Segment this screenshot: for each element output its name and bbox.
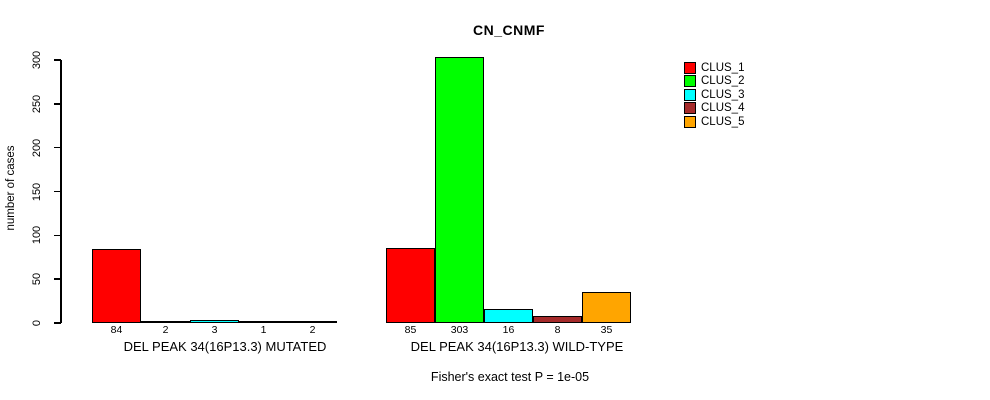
- bar-value-label: 303: [450, 324, 469, 336]
- legend-entry: CLUS_2: [684, 75, 744, 89]
- y-axis-tick: [54, 59, 61, 61]
- group-label-wild-type: DEL PEAK 34(16P13.3) WILD-TYPE: [410, 339, 624, 354]
- legend-entry: CLUS_1: [684, 61, 744, 75]
- bar-clus_2: [141, 321, 190, 323]
- y-axis-tick: [54, 322, 61, 324]
- y-axis-tick: [54, 278, 61, 280]
- chart-title: CN_CNMF: [473, 22, 545, 38]
- bar-clus_4: [533, 315, 582, 323]
- y-axis-tick-label: 200: [31, 138, 43, 157]
- bar-clus_4: [239, 321, 288, 323]
- y-axis-tick-label: 50: [31, 273, 43, 286]
- bar-value-label: 16: [502, 324, 515, 336]
- legend-swatch-clus_2: [684, 75, 696, 88]
- bar-clus_3: [190, 320, 239, 323]
- bar-value-label: 1: [260, 324, 267, 336]
- bar-clus_3: [484, 308, 533, 323]
- legend: CLUS_1 CLUS_2 CLUS_3 CLUS_4 CLUS_5: [684, 61, 744, 129]
- legend-label: CLUS_2: [701, 75, 745, 88]
- legend-label: CLUS_3: [701, 88, 745, 101]
- bar-value-label: 85: [404, 324, 417, 336]
- y-axis-tick-label: 250: [31, 94, 43, 114]
- bar-value-label: 2: [309, 324, 316, 336]
- legend-swatch-clus_1: [684, 61, 696, 74]
- y-axis-tick-label: 0: [31, 319, 43, 327]
- legend-swatch-clus_4: [684, 102, 696, 115]
- legend-swatch-clus_3: [684, 88, 696, 101]
- y-axis-tick: [54, 234, 61, 237]
- y-axis-tick: [54, 103, 61, 105]
- legend-label: CLUS_4: [701, 102, 745, 115]
- legend-label: CLUS_5: [701, 115, 745, 128]
- legend-entry: CLUS_4: [684, 102, 744, 116]
- bar-value-label: 2: [162, 324, 169, 336]
- legend-entry: CLUS_5: [684, 115, 744, 129]
- bar-clus_2: [435, 57, 484, 323]
- y-axis-tick-label: 100: [31, 226, 43, 245]
- bar-clus_5: [288, 321, 337, 323]
- y-axis-tick-label: 300: [31, 50, 43, 70]
- bar-value-label: 8: [554, 324, 561, 336]
- bar-clus_5: [582, 292, 631, 323]
- fisher-test-note: Fisher's exact test P = 1e-05: [430, 370, 590, 384]
- legend-label: CLUS_1: [701, 61, 745, 74]
- y-axis-tick: [54, 190, 61, 193]
- group-label-mutated: DEL PEAK 34(16P13.3) MUTATED: [123, 339, 327, 354]
- y-axis-tick-label: 150: [31, 182, 43, 201]
- y-axis-tick: [54, 146, 61, 149]
- bar-clus_1: [386, 248, 435, 323]
- bar-value-label: 35: [600, 324, 613, 336]
- bar-clus_1: [92, 249, 141, 323]
- bar-value-label: 3: [211, 324, 218, 336]
- y-axis-label: number of cases: [5, 145, 17, 231]
- bar-value-label: 84: [110, 324, 123, 336]
- legend-swatch-clus_5: [684, 115, 696, 128]
- legend-entry: CLUS_3: [684, 88, 744, 102]
